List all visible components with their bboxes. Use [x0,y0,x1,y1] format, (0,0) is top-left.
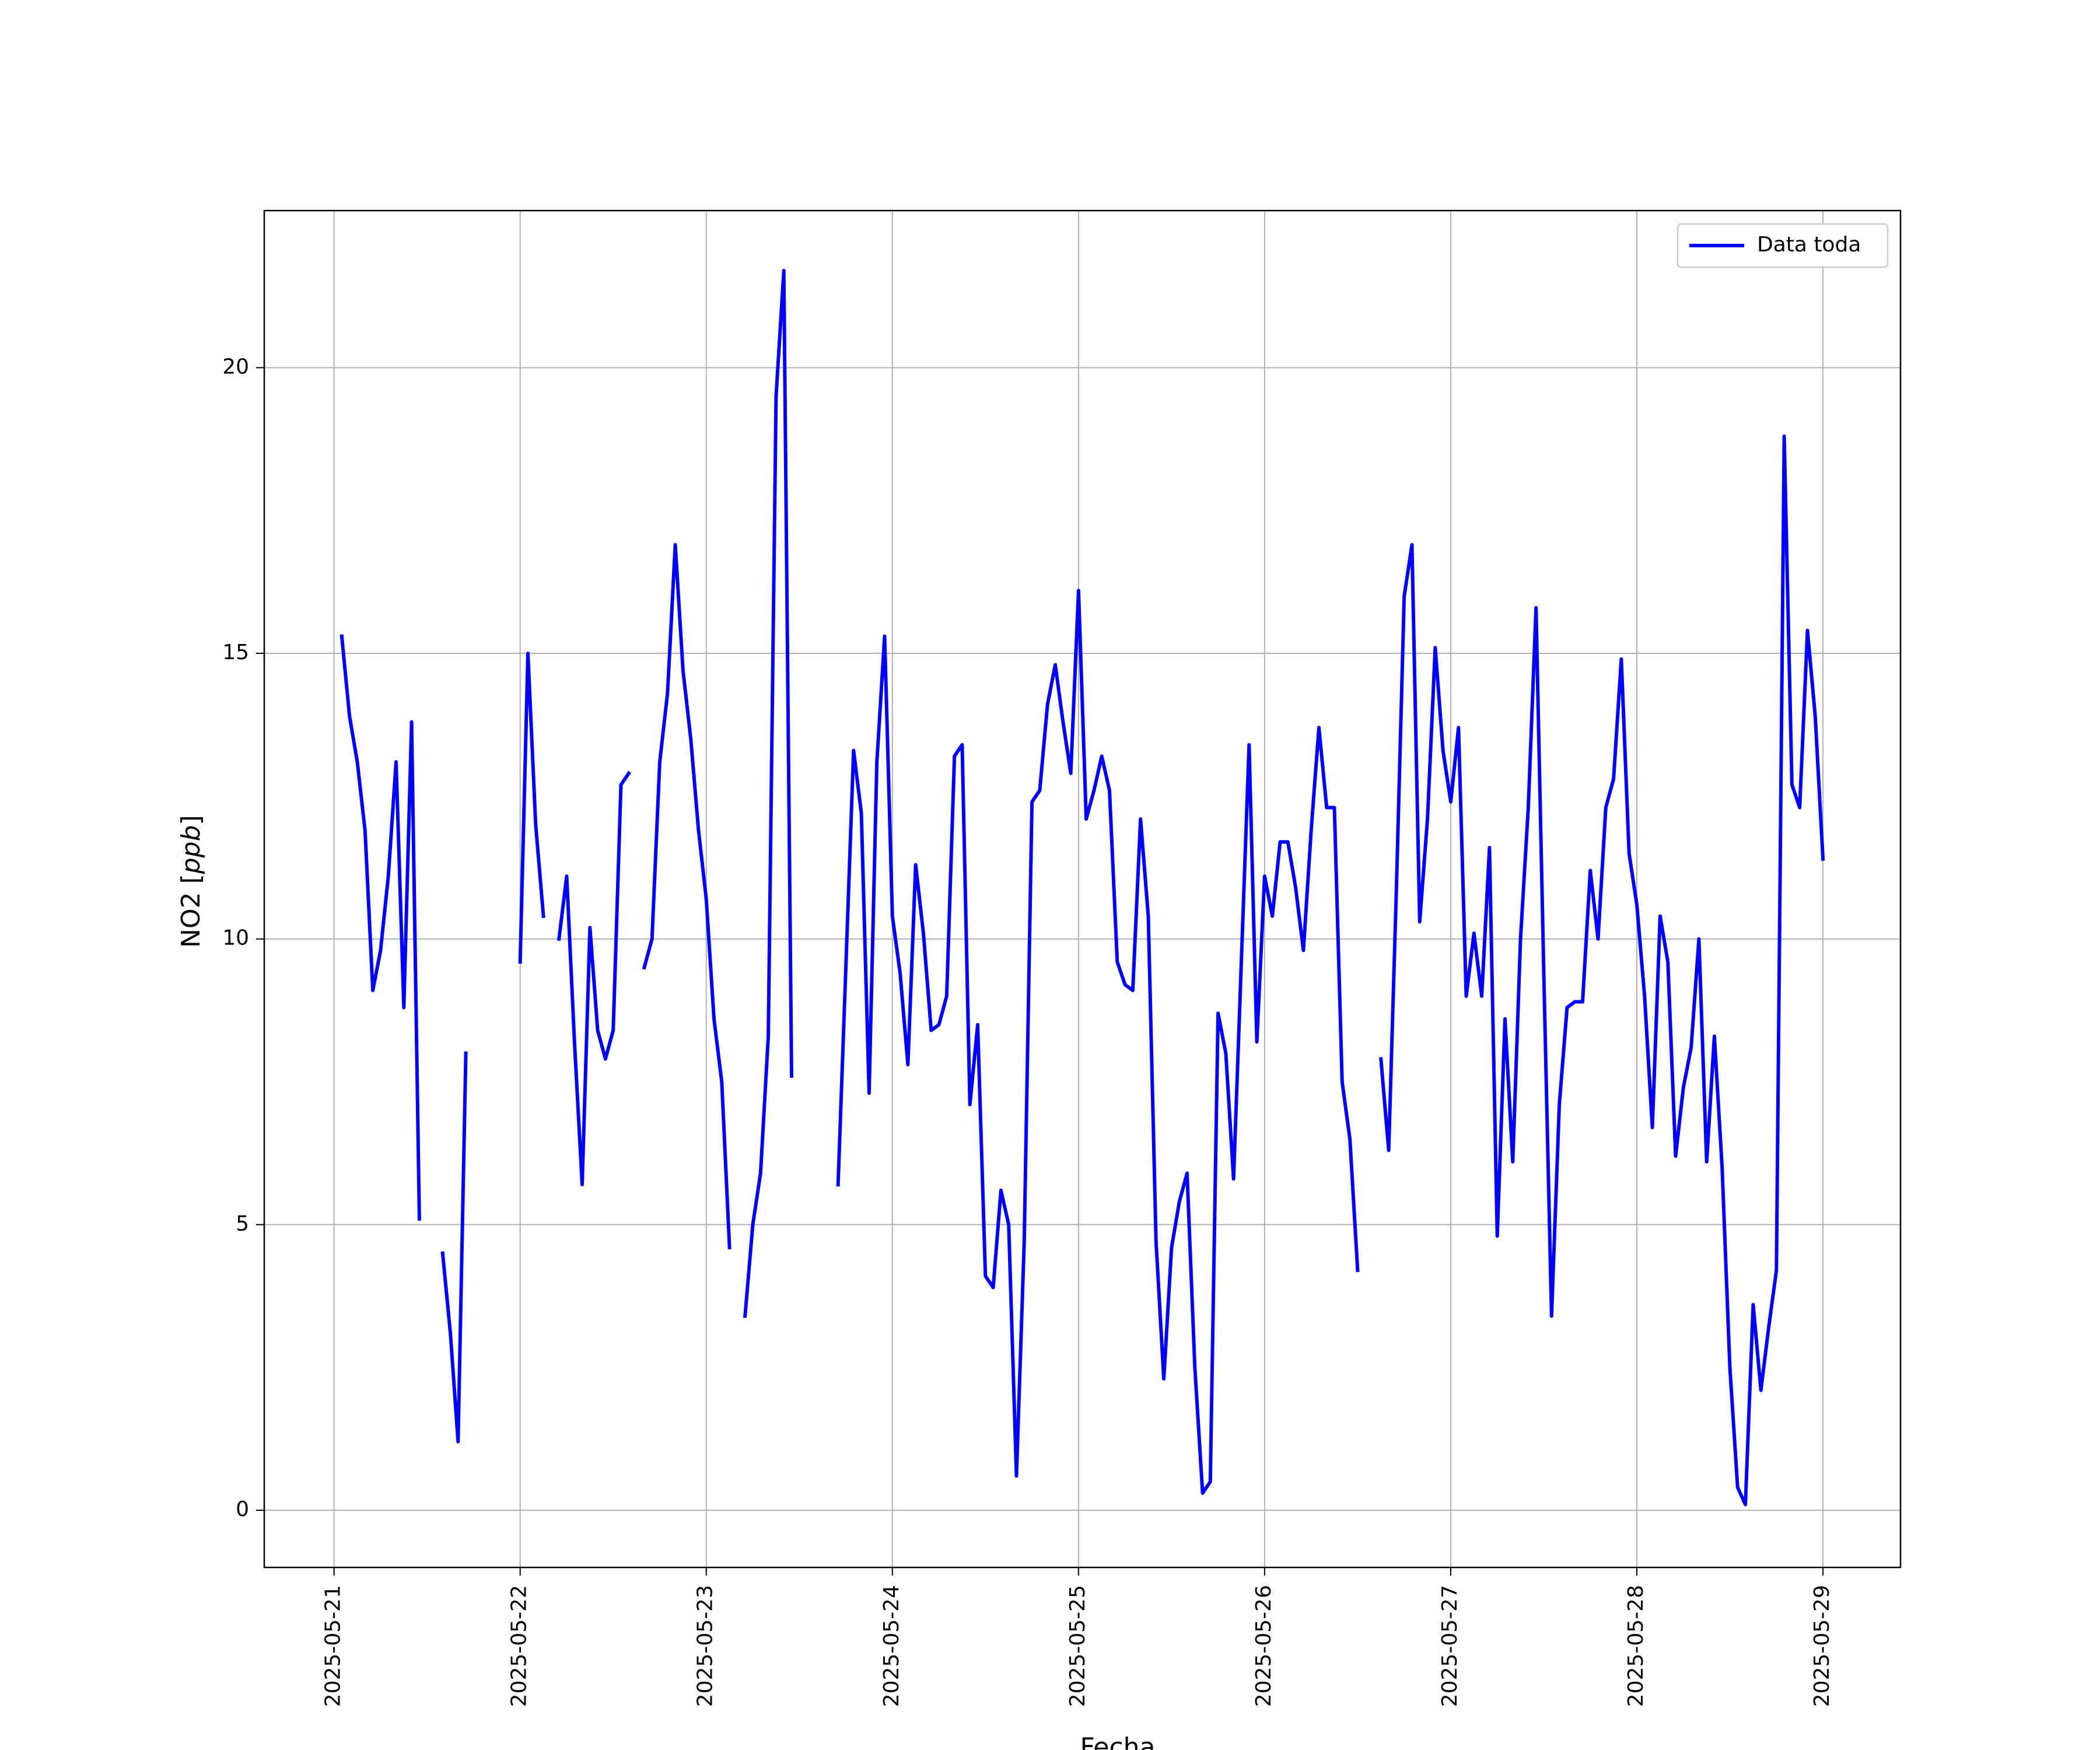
series-lines [340,268,1825,1507]
plot-area-frame [263,209,1902,1569]
series-line-segment [743,268,794,1318]
y-axis-label-unit: ppb [176,825,206,874]
series-line-segment [340,634,421,1221]
y-axis-label-close: ] [176,815,206,825]
series-line-segment [556,771,631,1186]
y-axis-ticks: 0 5 10 15 20 [222,355,264,1521]
x-tick-label: 2025-05-26 [1252,1585,1276,1707]
y-tick-label: 0 [236,1497,249,1521]
series-line-segment [836,589,1360,1495]
legend: Data toda [1676,223,1889,268]
x-tick-label: 2025-05-23 [694,1585,718,1707]
x-tick-label: 2025-05-21 [321,1585,345,1707]
x-tick-label: 2025-05-22 [508,1585,531,1707]
grid-lines [264,211,1901,1567]
series-line-segment [518,652,545,964]
legend-label-data-toda: Data toda [1757,233,1861,257]
y-axis-label: NO2 [ppb] [176,815,206,948]
x-axis-label: Fecha [1080,1732,1155,1750]
y-tick-label: 5 [236,1212,249,1236]
series-line-segment [642,542,732,1250]
legend-box [1676,223,1889,268]
series-line-segment [440,1051,468,1444]
series-data-toda [340,268,1825,1507]
y-axis-label-main: NO2 [ [176,874,206,948]
y-tick-label: 10 [222,926,249,950]
y-tick-label: 15 [222,640,249,664]
x-tick-label: 2025-05-24 [880,1585,904,1707]
x-tick-label: 2025-05-28 [1624,1585,1648,1707]
x-tick-label: 2025-05-29 [1810,1585,1834,1707]
x-tick-label: 2025-05-27 [1438,1585,1462,1707]
series-line-segment [1379,434,1825,1507]
y-tick-label: 20 [222,355,249,379]
x-tick-label: 2025-05-25 [1066,1585,1090,1707]
x-axis-ticks: 2025-05-21 2025-05-22 2025-05-23 2025-05-24… [321,1567,1834,1707]
